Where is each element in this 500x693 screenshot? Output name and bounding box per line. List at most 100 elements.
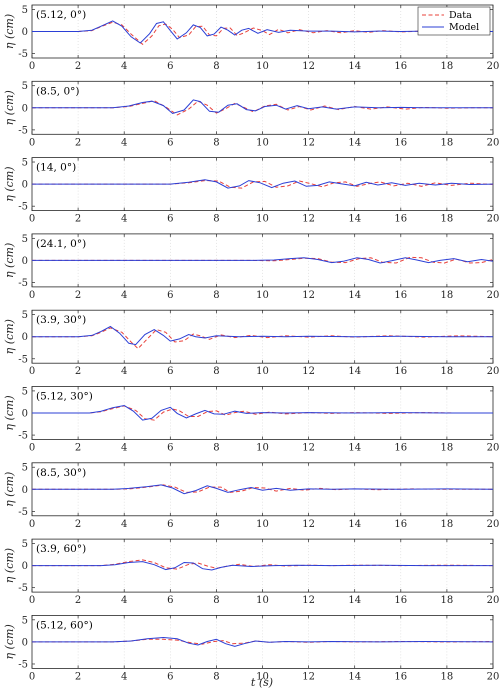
y-tick-label: 0 xyxy=(22,561,28,572)
x-tick-label: 10 xyxy=(256,137,269,148)
y-axis-label: η (cm) xyxy=(3,14,16,49)
x-tick-label: 16 xyxy=(394,519,407,530)
x-tick-label: 16 xyxy=(394,671,407,682)
x-tick-label: 16 xyxy=(394,61,407,72)
x-tick-label: 8 xyxy=(213,519,219,530)
y-tick-label: -5 xyxy=(18,125,28,136)
series-line-data xyxy=(32,559,494,570)
x-tick-label: 16 xyxy=(394,443,407,454)
series-line-data xyxy=(32,405,493,421)
y-tick-label: -5 xyxy=(18,202,28,213)
x-tick-label: 0 xyxy=(29,214,35,225)
panel-label: (3.9, 30°) xyxy=(36,314,86,326)
panel-label: (5.12, 30°) xyxy=(36,391,93,403)
x-tick-label: 20 xyxy=(487,595,500,606)
x-tick-label: 14 xyxy=(348,366,361,377)
x-tick-label: 14 xyxy=(348,290,361,301)
x-tick-label: 6 xyxy=(167,595,173,606)
x-tick-label: 4 xyxy=(121,443,127,454)
y-tick-label: 0 xyxy=(22,332,28,343)
y-tick-label: -5 xyxy=(18,49,28,60)
y-axis-label: η (cm) xyxy=(3,243,16,278)
panel-label: (8.5, 0°) xyxy=(36,85,80,97)
x-tick-label: 2 xyxy=(75,61,81,72)
x-tick-label: 16 xyxy=(394,137,407,148)
x-tick-label: 8 xyxy=(213,671,219,682)
series-line-model xyxy=(32,484,494,495)
x-tick-label: 18 xyxy=(441,671,454,682)
x-tick-label: 4 xyxy=(121,366,127,377)
x-tick-label: 14 xyxy=(348,137,361,148)
x-tick-label: 18 xyxy=(441,214,454,225)
x-tick-label: 12 xyxy=(302,137,315,148)
x-tick-label: 10 xyxy=(256,519,269,530)
x-tick-label: 20 xyxy=(487,61,500,72)
legend-label-model: Model xyxy=(449,22,479,33)
x-tick-label: 12 xyxy=(302,214,315,225)
x-tick-label: 8 xyxy=(213,61,219,72)
x-tick-label: 12 xyxy=(302,61,315,72)
x-tick-label: 6 xyxy=(167,443,173,454)
x-tick-label: 14 xyxy=(348,595,361,606)
y-tick-label: -5 xyxy=(18,507,28,518)
y-axis-label: η (cm) xyxy=(3,548,16,583)
x-tick-label: 16 xyxy=(394,595,407,606)
x-tick-label: 20 xyxy=(487,443,500,454)
series-line-model xyxy=(32,20,494,44)
x-tick-label: 20 xyxy=(487,671,500,682)
x-tick-label: 12 xyxy=(302,443,315,454)
x-tick-label: 8 xyxy=(213,443,219,454)
series-line-model xyxy=(32,404,493,421)
y-tick-label: 0 xyxy=(22,256,28,267)
x-tick-label: 6 xyxy=(167,366,173,377)
y-tick-label: -5 xyxy=(18,278,28,289)
x-tick-label: 0 xyxy=(29,519,35,530)
x-tick-label: 8 xyxy=(213,290,219,301)
y-axis-label: η (cm) xyxy=(3,90,16,125)
x-tick-label: 14 xyxy=(348,214,361,225)
y-tick-label: 5 xyxy=(22,158,28,169)
x-tick-label: 4 xyxy=(121,519,127,530)
x-tick-label: 8 xyxy=(213,595,219,606)
x-tick-label: 12 xyxy=(302,519,315,530)
x-tick-label: 0 xyxy=(29,61,35,72)
x-tick-label: 2 xyxy=(75,290,81,301)
x-tick-label: 2 xyxy=(75,137,81,148)
y-tick-label: 0 xyxy=(22,409,28,420)
x-tick-label: 20 xyxy=(487,290,500,301)
y-tick-label: 5 xyxy=(22,615,28,626)
y-tick-label: 0 xyxy=(22,637,28,648)
x-tick-label: 18 xyxy=(441,519,454,530)
x-tick-label: 10 xyxy=(256,214,269,225)
panel-label: (14, 0°) xyxy=(36,162,76,174)
x-tick-label: 12 xyxy=(302,366,315,377)
x-tick-label: 20 xyxy=(487,137,500,148)
x-tick-label: 20 xyxy=(487,366,500,377)
panel-label: (5.12, 0°) xyxy=(36,9,86,21)
x-tick-label: 2 xyxy=(75,519,81,530)
x-tick-label: 12 xyxy=(302,671,315,682)
y-tick-label: -5 xyxy=(18,431,28,442)
x-tick-label: 10 xyxy=(256,290,269,301)
y-tick-label: 5 xyxy=(22,81,28,92)
series-line-model xyxy=(32,561,493,571)
y-axis-label: η (cm) xyxy=(3,319,16,354)
legend-box xyxy=(417,6,491,36)
x-tick-label: 4 xyxy=(121,61,127,72)
y-tick-label: 5 xyxy=(22,5,28,16)
x-tick-label: 20 xyxy=(487,519,500,530)
x-tick-label: 10 xyxy=(256,443,269,454)
x-tick-label: 10 xyxy=(256,366,269,377)
x-tick-label: 10 xyxy=(256,595,269,606)
x-tick-label: 4 xyxy=(121,671,127,682)
x-tick-label: 12 xyxy=(302,290,315,301)
x-tick-label: 0 xyxy=(29,671,35,682)
